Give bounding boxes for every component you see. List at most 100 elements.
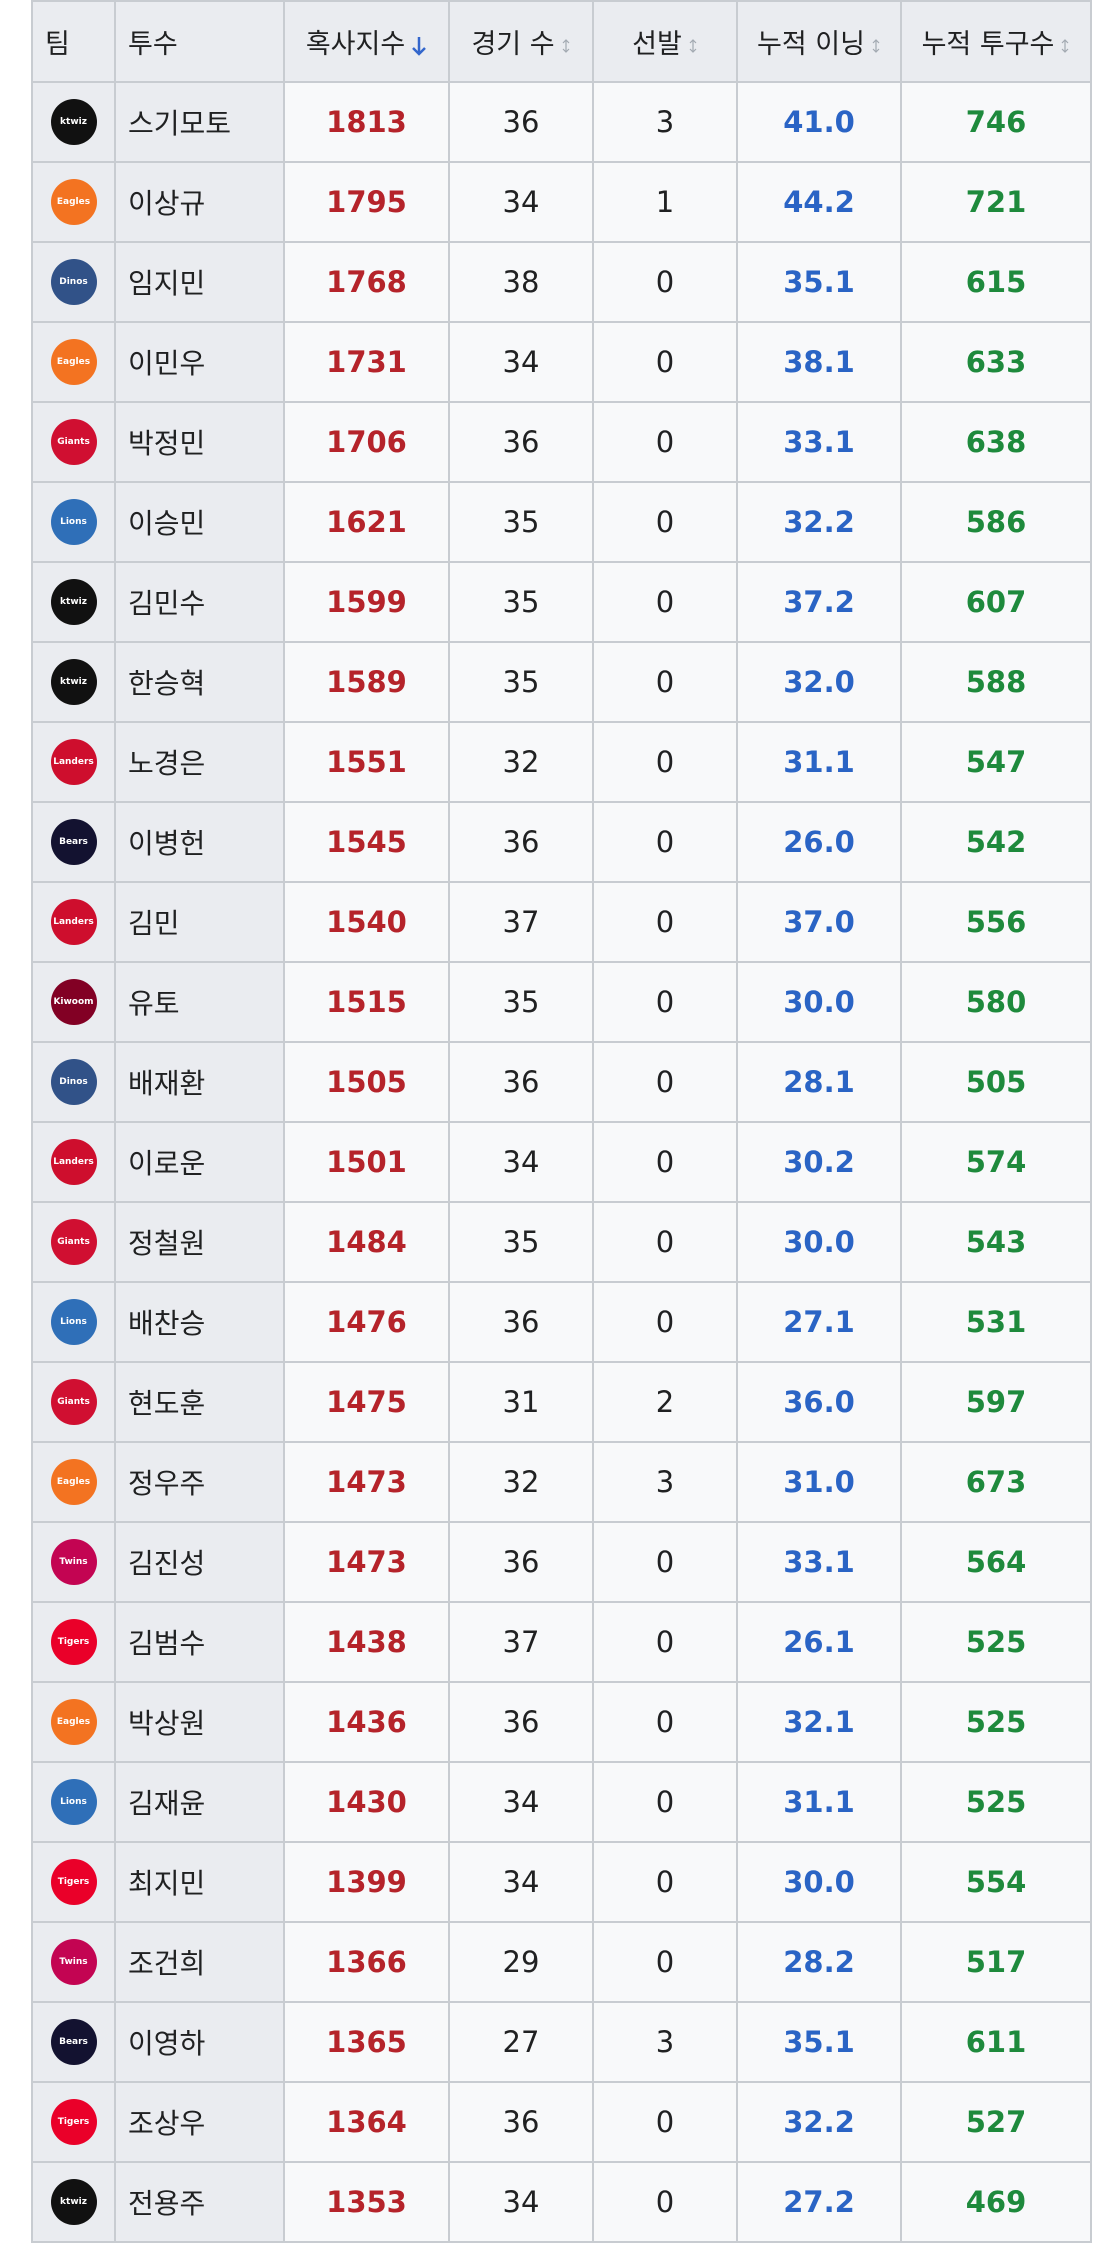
cell-value: 30.0: [783, 985, 855, 1019]
cell: 김민: [114, 881, 285, 963]
cell-value: 32.2: [783, 505, 855, 539]
cell: 정철원: [114, 1201, 285, 1283]
pitcher-name: 김민: [128, 907, 180, 940]
sort-icon[interactable]: [561, 38, 571, 54]
cell: 26.1: [736, 1601, 902, 1683]
cell: 1473: [283, 1441, 450, 1523]
cell-value: 1795: [326, 185, 407, 219]
cell-value: 1501: [326, 1145, 407, 1179]
sort-icon[interactable]: [871, 38, 881, 54]
pitcher-name: 최지민: [128, 1867, 206, 1900]
cell: 1706: [283, 401, 450, 483]
pitcher-table: 팀 투수 혹사지수 경기 수 선발 누적 이닝 누적 투구수 ktwiz 스기모토 1813 36…: [31, 0, 1092, 2243]
cell: 김진성: [114, 1521, 285, 1603]
cell-value: 0: [655, 585, 675, 619]
table-row: Eagles 정우주 1473 32 3 31.0 673: [31, 1441, 1092, 1523]
cell-value: 36: [502, 1705, 540, 1739]
team-logo: ktwiz: [50, 99, 97, 145]
cell: 0: [592, 1921, 738, 2003]
cell-value: 525: [965, 1705, 1027, 1739]
cell-value: 0: [655, 985, 675, 1019]
pitcher-name: 정철원: [128, 1227, 206, 1260]
cell-value: 35.1: [783, 2025, 855, 2059]
cell: 1540: [283, 881, 450, 963]
pitcher-name: 이승민: [128, 507, 206, 540]
cell: 32.1: [736, 1681, 902, 1763]
cell: Landers: [31, 1121, 116, 1203]
cell-value: 31: [502, 1385, 540, 1419]
pitcher-name: 배찬승: [128, 1307, 206, 1340]
column-header[interactable]: 누적 투구수: [900, 0, 1092, 83]
cell: 32: [448, 721, 594, 803]
cell: 607: [900, 561, 1092, 643]
sort-icon[interactable]: [411, 35, 427, 57]
cell: 580: [900, 961, 1092, 1043]
column-header[interactable]: 선발: [592, 0, 738, 83]
cell: 이영하: [114, 2001, 285, 2083]
cell: 이승민: [114, 481, 285, 563]
cell-value: 1476: [326, 1305, 407, 1339]
cell: 조건희: [114, 1921, 285, 2003]
cell: 31.1: [736, 721, 902, 803]
cell: 1436: [283, 1681, 450, 1763]
cell: 0: [592, 2081, 738, 2163]
table-row: ktwiz 스기모토 1813 36 3 41.0 746: [31, 81, 1092, 163]
cell-value: 0: [655, 1225, 675, 1259]
cell: 1768: [283, 241, 450, 323]
cell: 36: [448, 1041, 594, 1123]
cell: 1599: [283, 561, 450, 643]
sort-icon[interactable]: [1060, 38, 1070, 54]
cell: Landers: [31, 721, 116, 803]
cell-value: 0: [655, 745, 675, 779]
cell-value: 0: [655, 1065, 675, 1099]
cell: Bears: [31, 801, 116, 883]
cell-value: 527: [965, 2105, 1027, 2139]
cell-value: 0: [655, 825, 675, 859]
team-logo: Lions: [50, 1779, 97, 1825]
cell: 32.2: [736, 2081, 902, 2163]
cell-value: 37.2: [783, 585, 855, 619]
column-header[interactable]: 혹사지수: [283, 0, 450, 83]
cell-value: 1353: [326, 2185, 407, 2219]
cell: 3: [592, 1441, 738, 1523]
cell-value: 556: [965, 905, 1027, 939]
cell: 31: [448, 1361, 594, 1443]
cell: 33.1: [736, 1521, 902, 1603]
cell-value: 38.1: [783, 345, 855, 379]
pitcher-name: 스기모토: [128, 107, 232, 140]
pitcher-name: 조건희: [128, 1947, 206, 1980]
cell-value: 26.1: [783, 1625, 855, 1659]
cell-value: 0: [655, 1705, 675, 1739]
cell: 34: [448, 2161, 594, 2243]
cell: 27: [448, 2001, 594, 2083]
cell-value: 34: [502, 345, 540, 379]
cell-value: 36: [502, 1545, 540, 1579]
cell-value: 34: [502, 1865, 540, 1899]
cell: 1515: [283, 961, 450, 1043]
table-row: Kiwoom 유토 1515 35 0 30.0 580: [31, 961, 1092, 1043]
column-header[interactable]: 경기 수: [448, 0, 594, 83]
sort-icon[interactable]: [688, 38, 698, 54]
cell-value: 35: [502, 1225, 540, 1259]
cell-value: 1399: [326, 1865, 407, 1899]
column-header: 투수: [114, 0, 285, 83]
cell-value: 0: [655, 2185, 675, 2219]
cell-value: 32: [502, 745, 540, 779]
cell: 0: [592, 241, 738, 323]
cell: 1438: [283, 1601, 450, 1683]
cell: 36: [448, 81, 594, 163]
cell: 673: [900, 1441, 1092, 1523]
pitcher-name: 이로운: [128, 1147, 206, 1180]
cell: 30.0: [736, 1201, 902, 1283]
cell: 0: [592, 881, 738, 963]
cell-value: 607: [965, 585, 1027, 619]
cell-value: 37.0: [783, 905, 855, 939]
cell: Twins: [31, 1521, 116, 1603]
cell-value: 1438: [326, 1625, 407, 1659]
cell-value: 36: [502, 825, 540, 859]
column-header[interactable]: 누적 이닝: [736, 0, 902, 83]
cell: 34: [448, 1841, 594, 1923]
cell-value: 586: [965, 505, 1027, 539]
cell: Eagles: [31, 321, 116, 403]
cell: 0: [592, 961, 738, 1043]
